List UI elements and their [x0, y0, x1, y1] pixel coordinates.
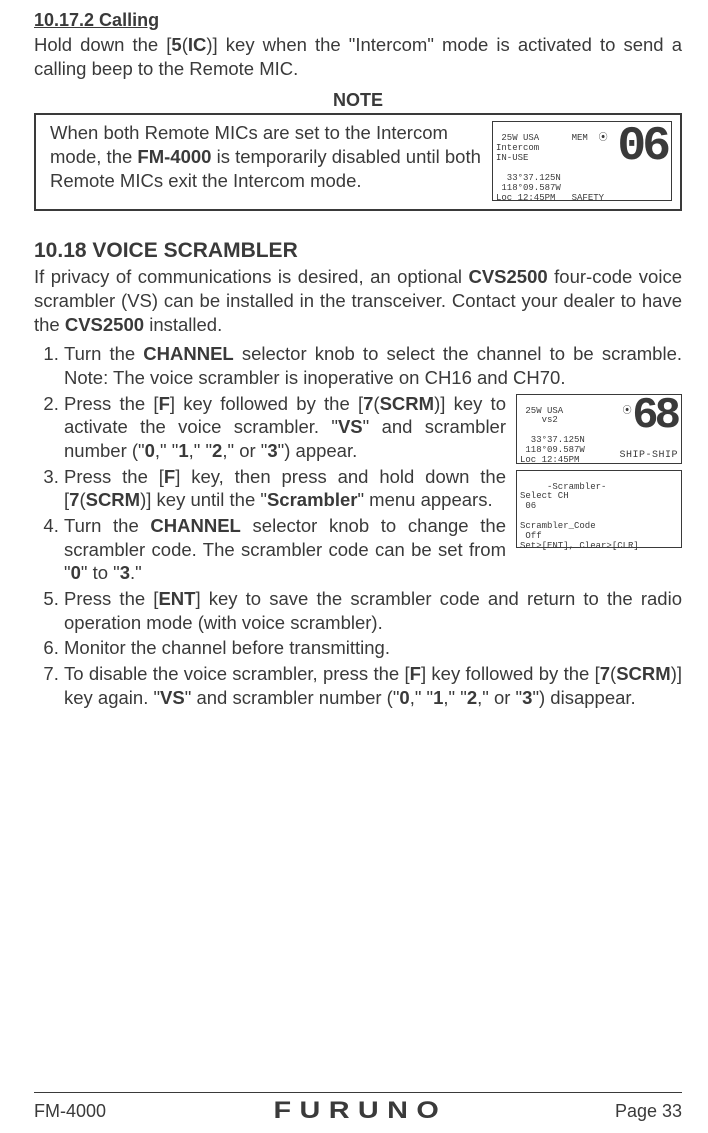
step-7: To disable the voice scrambler, press th… — [64, 662, 682, 709]
footer-model: FM-4000 — [34, 1101, 106, 1122]
lcd-line: Select CH — [520, 491, 569, 501]
lcd-line: Scrambler_Code — [520, 521, 596, 531]
lcd-line: 33°37.125N — [520, 435, 585, 445]
footer-brand: FURUNO — [274, 1097, 448, 1125]
lcd-line: Off — [520, 531, 542, 541]
note-text-bold: FM-4000 — [137, 146, 211, 167]
lcd-line: Intercom — [496, 143, 539, 153]
lcd-channel-screen: 25W USA ⦿ vs2 33°37.125N 118°09.587W Loc… — [516, 394, 682, 464]
step-5: Press the [ENT] key to save the scramble… — [64, 587, 682, 634]
lcd-line: 33°37.125N — [496, 173, 561, 183]
step-2: 25W USA ⦿ vs2 33°37.125N 118°09.587W Loc… — [64, 392, 682, 463]
note-text: When both Remote MICs are set to the Int… — [50, 121, 482, 192]
lcd-line: vs2 — [520, 415, 558, 425]
section-10-18-title: 10.18 VOICE SCRAMBLER — [34, 239, 682, 263]
lcd-line: 25W USA ⦿ — [520, 406, 632, 416]
page-footer: FM-4000 FURUNO Page 33 — [34, 1092, 682, 1125]
lcd-line: 25W USA MEM ⦿ — [496, 133, 608, 143]
note-label: NOTE — [34, 90, 682, 111]
lcd-line: 06 — [520, 501, 536, 511]
lcd-line: Loc 12:45PM SAFETY — [496, 193, 604, 203]
intro-pre: If privacy of communications is desired,… — [34, 266, 468, 287]
intro-b1: CVS2500 — [468, 266, 547, 287]
steps-list: Turn the CHANNEL selector knob to select… — [34, 342, 682, 709]
footer-page: Page 33 — [615, 1101, 682, 1122]
section-10-18-intro: If privacy of communications is desired,… — [34, 265, 682, 336]
section-10-17-2-title: 10.17.2 Calling — [34, 10, 682, 31]
note-box: When both Remote MICs are set to the Int… — [34, 113, 682, 211]
step1-b: CHANNEL — [143, 343, 233, 364]
intro-b2: CVS2500 — [65, 314, 144, 335]
lcd-note-screen: 25W USA MEM ⦿ Intercom IN-USE 33°37.125N… — [492, 121, 672, 201]
lcd-scrambler-menu: -Scrambler- Select CH 06 Scrambler_Code … — [516, 470, 682, 548]
intro-post: installed. — [144, 314, 222, 335]
step-6: Monitor the channel before transmitting. — [64, 636, 682, 660]
step4-b: CHANNEL — [150, 515, 240, 536]
step1-pre: Turn the — [64, 343, 143, 364]
lcd-line: Loc 12:45PM — [520, 455, 579, 465]
lcd-line: 118°09.587W — [520, 445, 585, 455]
step4-pre: Turn the — [64, 515, 150, 536]
lcd-big-channel: 68 — [632, 399, 677, 434]
lcd-stack: 25W USA ⦿ vs2 33°37.125N 118°09.587W Loc… — [516, 394, 682, 548]
lcd-line: -Scrambler- — [520, 482, 606, 492]
step5-b: ENT — [158, 588, 195, 609]
lcd-line: 118°09.587W — [496, 183, 561, 193]
lcd-line: IN-USE — [496, 153, 528, 163]
lcd-line: Set>[ENT], Clear>[CLR] — [520, 541, 639, 551]
section-10-17-2-text: Hold down the [5(IC)] key when the "Inte… — [34, 33, 682, 80]
step-1: Turn the CHANNEL selector knob to select… — [64, 342, 682, 389]
lcd-big-channel: 06 — [617, 128, 667, 166]
lcd-ship-label: SHIP-SHIP — [619, 450, 678, 461]
